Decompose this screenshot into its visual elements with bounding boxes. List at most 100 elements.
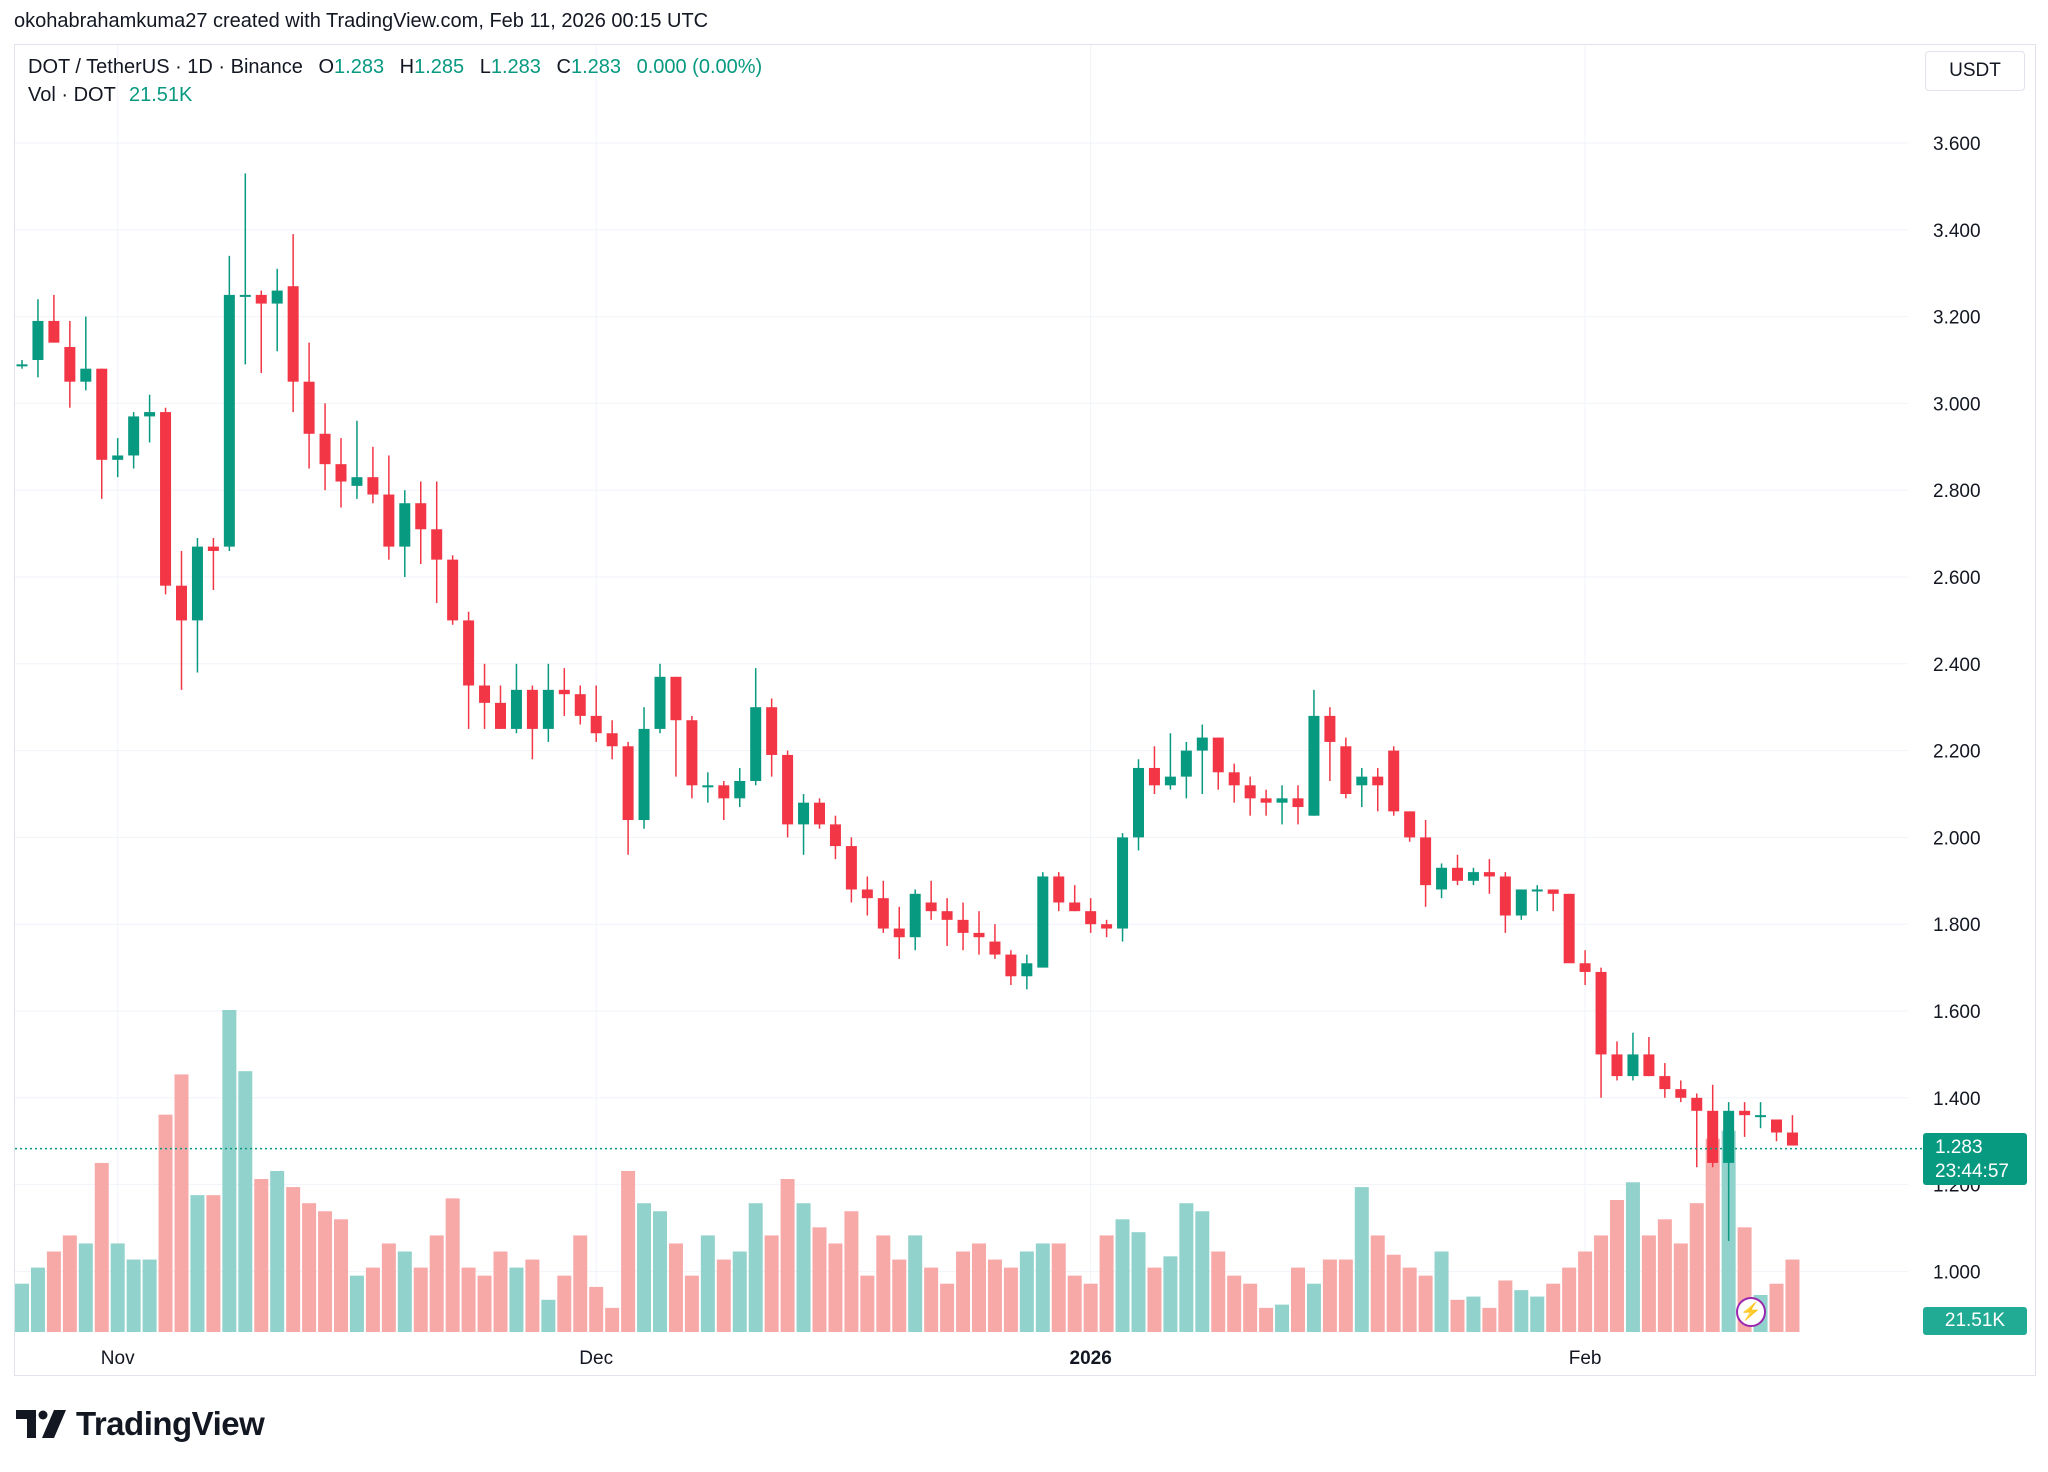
volume-bar xyxy=(1067,1275,1082,1332)
volume-bar xyxy=(1115,1219,1130,1332)
candle xyxy=(96,368,108,499)
candle xyxy=(1148,746,1160,794)
chart-frame xyxy=(14,44,2036,1376)
volume-bar xyxy=(349,1275,364,1332)
volume-bar xyxy=(1594,1235,1609,1332)
volume-bar xyxy=(780,1179,795,1332)
candle xyxy=(287,234,299,413)
candle xyxy=(718,780,730,821)
candle xyxy=(32,299,44,378)
candle xyxy=(1786,1115,1798,1146)
candle-body xyxy=(1180,750,1192,777)
volume-bar xyxy=(413,1267,428,1332)
candle xyxy=(160,407,172,595)
volume-bar xyxy=(844,1211,859,1332)
volume-bar xyxy=(668,1243,683,1332)
volume-bar xyxy=(605,1307,620,1332)
volume-bar xyxy=(445,1198,460,1332)
volume-bar xyxy=(1578,1251,1593,1332)
symbol-label[interactable]: DOT / TetherUS · 1D · Binance xyxy=(28,56,303,78)
candle-body xyxy=(1164,776,1176,786)
volume-bar xyxy=(1275,1304,1290,1332)
volume-bar xyxy=(987,1259,1002,1332)
candle xyxy=(925,880,937,920)
currency-button[interactable]: USDT xyxy=(1925,51,2025,91)
last-price-tag: 1.283 23:44:57 xyxy=(1923,1133,2027,1185)
candle-body xyxy=(1340,746,1352,794)
high-label: H xyxy=(399,56,415,78)
candle-body xyxy=(1292,798,1304,808)
volume-bar xyxy=(1450,1299,1465,1332)
candle-body xyxy=(48,320,60,343)
candle xyxy=(542,663,554,742)
volume-bar xyxy=(716,1259,731,1332)
volume-bar xyxy=(206,1195,221,1332)
price-chart[interactable]: 3.600 3.400 3.200 3.000 2.800 2.600 2.400 2.200… xyxy=(0,0,2048,1400)
candle xyxy=(1404,811,1416,842)
candle-body xyxy=(1244,785,1256,799)
candle-body xyxy=(447,559,459,621)
candle-body xyxy=(303,381,315,434)
candle-body xyxy=(989,941,1001,955)
tradingview-logo[interactable]: TradingView xyxy=(16,1405,265,1443)
volume-bar xyxy=(381,1243,396,1332)
candle-body xyxy=(1005,954,1017,977)
candle xyxy=(1101,919,1113,938)
candle xyxy=(431,481,443,604)
change-value: 0.000 (0.00%) xyxy=(636,56,763,78)
candle xyxy=(957,902,969,951)
candle-body xyxy=(207,546,219,551)
volume-bar xyxy=(1466,1296,1481,1332)
volume-label[interactable]: Vol · DOT xyxy=(28,84,116,106)
candle-body xyxy=(1611,1054,1623,1077)
candle xyxy=(861,876,873,916)
candle xyxy=(814,798,825,829)
candle xyxy=(1228,763,1240,803)
candle xyxy=(1164,733,1176,790)
candle-body xyxy=(1404,811,1416,838)
volume-bar xyxy=(1785,1259,1800,1332)
candle-body xyxy=(718,785,730,799)
volume-bar xyxy=(1657,1219,1672,1332)
candle-body xyxy=(64,346,76,382)
volume-bar xyxy=(1386,1254,1401,1332)
low-label: L xyxy=(479,56,491,78)
candle-body xyxy=(893,928,905,938)
candle-body xyxy=(1276,798,1288,803)
volume-bar xyxy=(1179,1203,1194,1332)
candle-body xyxy=(239,294,251,297)
candle-body xyxy=(941,911,953,920)
candle xyxy=(383,455,395,560)
candle-body xyxy=(128,416,140,456)
candle-body xyxy=(223,294,235,547)
candle xyxy=(207,537,219,591)
candle xyxy=(893,906,905,959)
candle-body xyxy=(335,464,347,482)
candle xyxy=(1292,785,1304,825)
volume-bar xyxy=(1610,1199,1624,1332)
volume-bar xyxy=(1530,1296,1545,1332)
volume-bar xyxy=(110,1243,125,1332)
volume-bar xyxy=(126,1259,141,1332)
candle-body xyxy=(686,720,698,786)
volume-bar xyxy=(318,1211,333,1332)
candle-body xyxy=(112,455,124,460)
lightning-icon[interactable]: ⚡ xyxy=(1736,1297,1766,1327)
candle xyxy=(415,481,427,564)
volume-bar xyxy=(46,1251,61,1332)
candle xyxy=(1547,889,1559,912)
price-axis-label: 2.600 xyxy=(1933,568,1981,589)
candle xyxy=(1372,767,1384,812)
volume-bar xyxy=(892,1259,907,1332)
candle xyxy=(1356,767,1368,808)
candle xyxy=(622,741,634,855)
candle-body xyxy=(1723,1110,1735,1163)
candle xyxy=(574,685,586,725)
candle xyxy=(1467,867,1479,886)
candle-body xyxy=(814,802,825,825)
volume-bar xyxy=(924,1267,939,1332)
candle-body xyxy=(925,902,937,912)
candle xyxy=(80,316,92,391)
candle xyxy=(1196,724,1208,794)
volume-bar xyxy=(1673,1243,1688,1332)
